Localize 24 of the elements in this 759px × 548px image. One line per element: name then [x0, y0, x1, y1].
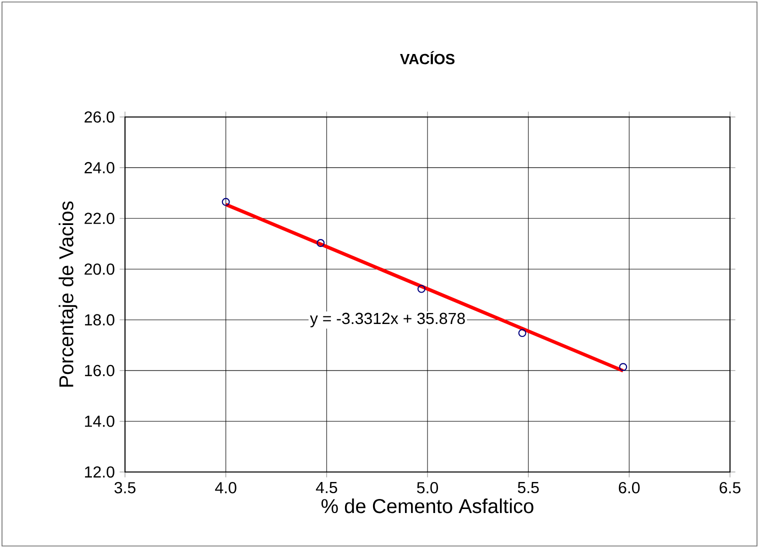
y-tick-label: 22.0: [84, 212, 114, 224]
x-tick-label: 5.0: [417, 482, 438, 494]
point: [316, 239, 325, 248]
y-tick-label: 20.0: [84, 263, 114, 275]
x-tick-label: 4.0: [215, 482, 236, 494]
point: [619, 363, 628, 372]
x-tick-label: 6.0: [618, 482, 640, 494]
y-tick-label: 12.0: [85, 466, 114, 478]
y-tick-label: 18.0: [85, 314, 114, 326]
y-axis-title: Porcentaje de Vacios: [58, 201, 78, 387]
y-tick-label: 24.0: [84, 162, 114, 174]
point: [222, 198, 230, 206]
y-tick-label: 16.0: [85, 364, 114, 376]
point: [518, 329, 526, 338]
x-tick-label: 6.5: [720, 482, 740, 494]
x-tick-label: 4.5: [316, 482, 338, 494]
point: [417, 284, 426, 293]
y-tick-label: 14.0: [85, 416, 114, 427]
x-tick-label: 5.5: [518, 482, 539, 494]
y-tick-label: 26.0: [84, 111, 114, 123]
x-axis-title: % de Cemento Asfaltico: [322, 498, 534, 514]
x-tick-label: 3.5: [114, 482, 136, 494]
annotation: y = -3.3312x + 35.878: [310, 312, 465, 328]
chart-title: VACÍOS: [400, 51, 454, 64]
